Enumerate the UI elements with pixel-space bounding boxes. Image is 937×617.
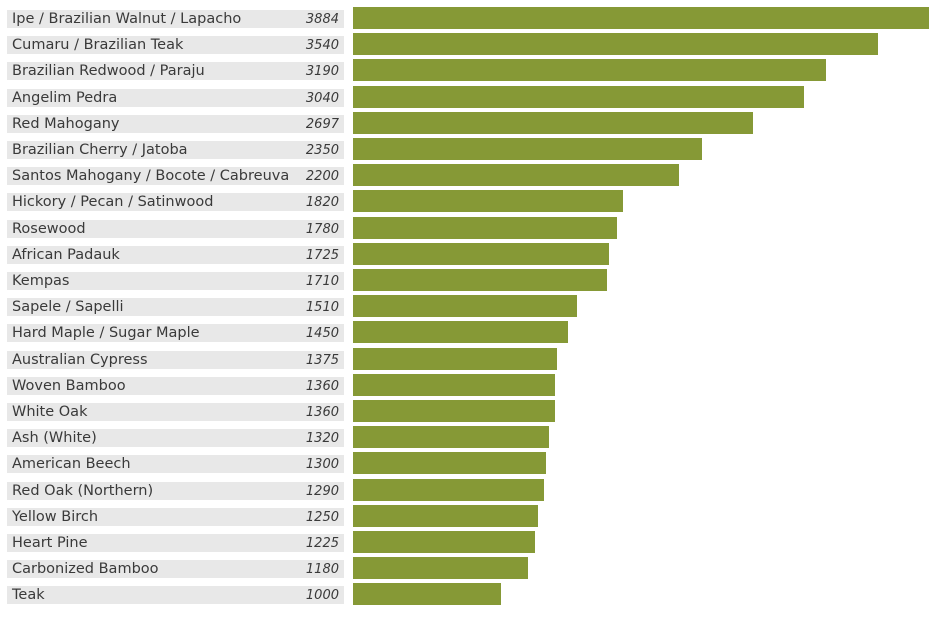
- category-label: Carbonized Bamboo: [12, 561, 159, 578]
- data-value-label: 3540: [305, 38, 339, 54]
- category-label: Red Mahogany: [12, 115, 120, 132]
- bar: [353, 373, 555, 396]
- bar: [353, 111, 753, 134]
- category-label: Santos Mahogany / Bocote / Cabreuva: [12, 168, 290, 185]
- bar: [353, 321, 568, 344]
- category-label-background: [7, 272, 344, 290]
- data-value-label: 1000: [305, 588, 339, 604]
- bar: [353, 583, 501, 606]
- data-value-label: 2350: [305, 143, 339, 158]
- category-label-background: [7, 403, 344, 421]
- bar: [353, 242, 609, 265]
- data-value-label: 1375: [305, 352, 339, 368]
- category-label: American Beech: [12, 456, 131, 473]
- category-label: Yellow Birch: [12, 508, 99, 525]
- category-label: Sapele / Sapelli: [12, 299, 124, 316]
- bar: [353, 59, 826, 82]
- category-label: Brazilian Redwood / Paraju: [12, 63, 205, 80]
- category-label-background: [7, 36, 344, 55]
- data-value-label: 1725: [305, 247, 339, 263]
- category-label-background: [7, 114, 344, 133]
- category-label-background: [7, 10, 344, 28]
- bar: [353, 216, 617, 239]
- bar: [353, 7, 929, 29]
- category-label-background: [7, 324, 344, 343]
- data-value-label: 3190: [305, 64, 339, 80]
- bar: [353, 557, 528, 580]
- category-label: Brazilian Cherry / Jatoba: [12, 142, 188, 158]
- category-label-background: [7, 376, 344, 395]
- category-label: Woven Bamboo: [12, 377, 126, 394]
- category-label-background: [7, 167, 344, 186]
- data-value-label: 1300: [305, 457, 339, 473]
- category-label: White Oak: [12, 404, 88, 420]
- data-value-label: 1180: [305, 562, 339, 578]
- data-value-label: 2200: [305, 169, 339, 185]
- category-label: Kempas: [12, 273, 70, 289]
- category-label: Angelim Pedra: [12, 89, 118, 106]
- data-value-label: 1290: [305, 483, 339, 499]
- data-value-label: 1320: [305, 431, 339, 447]
- category-label: Red Oak (Northern): [12, 482, 154, 499]
- bar: [353, 269, 607, 291]
- data-value-label: 1780: [305, 221, 339, 237]
- data-value-label: 3040: [305, 90, 339, 106]
- bar: [353, 347, 557, 370]
- bar: [353, 531, 535, 553]
- bar: [353, 504, 538, 527]
- category-label: Cumaru / Brazilian Teak: [12, 37, 184, 54]
- bar: [353, 478, 544, 501]
- data-value-label: 1360: [305, 405, 339, 420]
- category-label-background: [7, 481, 344, 500]
- bar: [353, 164, 679, 187]
- category-label: African Padauk: [12, 246, 120, 263]
- category-label: Australian Cypress: [12, 351, 148, 368]
- category-label-background: [7, 88, 344, 107]
- category-label-background: [7, 245, 344, 264]
- category-label: Teak: [12, 587, 45, 604]
- category-label-background: [7, 193, 344, 212]
- category-label-background: [7, 534, 344, 552]
- category-label-background: [7, 560, 344, 579]
- category-label-background: [7, 350, 344, 369]
- data-value-label: 1450: [305, 326, 339, 342]
- category-label-background: [7, 507, 344, 526]
- bar: [353, 452, 546, 475]
- data-value-label: 3884: [305, 12, 339, 27]
- bar: [353, 190, 623, 213]
- data-value-label: 2697: [305, 116, 339, 132]
- category-label: Rosewood: [12, 220, 86, 237]
- category-label-background: [7, 455, 344, 474]
- category-label-background: [7, 429, 344, 448]
- category-label-background: [7, 298, 344, 317]
- bar: [353, 138, 702, 160]
- category-label: Hickory / Pecan / Satinwood: [12, 194, 214, 211]
- category-label-background: [7, 141, 344, 159]
- bar: [353, 400, 555, 422]
- bar: [353, 33, 878, 56]
- bar: [353, 295, 577, 318]
- data-value-label: 1250: [305, 509, 339, 525]
- data-value-label: 1710: [305, 274, 339, 289]
- category-label: Ipe / Brazilian Walnut / Lapacho: [12, 11, 242, 27]
- data-value-label: 1360: [305, 378, 339, 394]
- data-value-label: 1820: [305, 195, 339, 211]
- category-label: Hard Maple / Sugar Maple: [12, 325, 200, 342]
- category-label-background: [7, 586, 344, 605]
- category-label-background: [7, 62, 344, 81]
- data-value-label: 1225: [305, 536, 339, 551]
- category-label: Ash (White): [12, 430, 97, 447]
- data-value-label: 1510: [305, 300, 339, 316]
- bar: [353, 426, 549, 449]
- category-label-background: [7, 219, 344, 238]
- bar: [353, 85, 804, 108]
- category-label: Heart Pine: [12, 535, 88, 551]
